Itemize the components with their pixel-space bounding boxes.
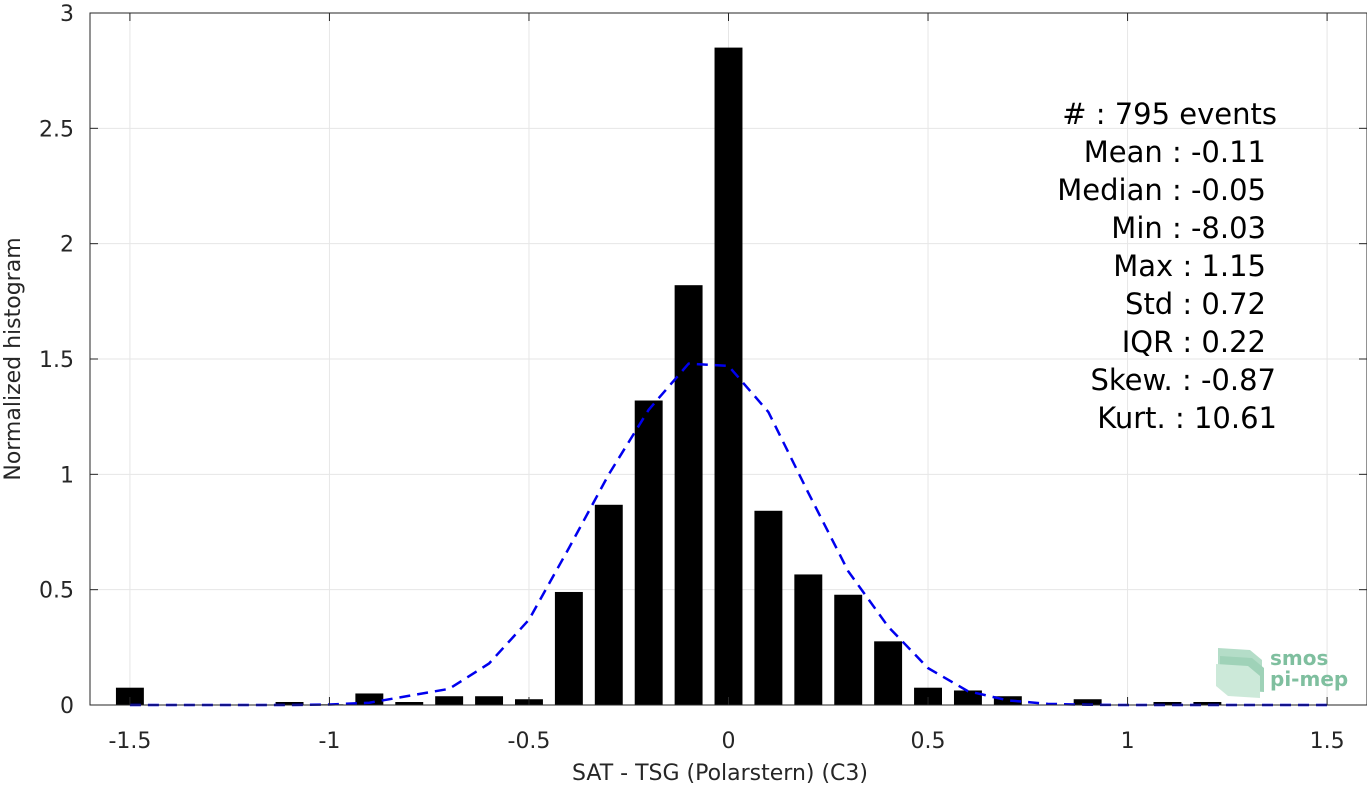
histogram-bar bbox=[914, 687, 942, 705]
histogram-bar bbox=[953, 690, 982, 705]
x-tick-label: -1 bbox=[318, 729, 340, 754]
stat-skew: Skew. : -0.87 bbox=[1090, 363, 1276, 397]
x-tick-label: 1 bbox=[1121, 729, 1135, 754]
y-tick-label: 2.5 bbox=[39, 117, 74, 142]
histogram-bar bbox=[435, 696, 464, 705]
stat-iqr: IQR : 0.22 bbox=[1122, 325, 1266, 359]
histogram-bar bbox=[874, 641, 903, 705]
y-tick-label: 0 bbox=[60, 694, 74, 719]
y-tick-label: 1.5 bbox=[39, 348, 74, 373]
histogram-bar bbox=[355, 693, 384, 705]
y-tick-label: 0.5 bbox=[39, 579, 74, 604]
histogram-bars bbox=[115, 47, 1222, 706]
stat-min: Min : -8.03 bbox=[1111, 211, 1266, 245]
y-axis-label: Normalized histogram bbox=[1, 237, 26, 480]
histogram-bar bbox=[554, 591, 583, 705]
y-tick-label: 2 bbox=[60, 233, 74, 258]
x-tick-label: -1.5 bbox=[108, 729, 151, 754]
y-tick-label: 1 bbox=[60, 463, 74, 488]
histogram-bar bbox=[674, 285, 703, 705]
y-tick-label: 3 bbox=[60, 2, 74, 27]
x-tick-label: -0.5 bbox=[508, 729, 551, 754]
logo-text-pimep: pi-mep bbox=[1270, 667, 1348, 691]
histogram-bar bbox=[634, 400, 663, 705]
stat-kurt: Kurt. : 10.61 bbox=[1097, 401, 1277, 435]
histogram-bar bbox=[1193, 702, 1222, 705]
histogram-bar bbox=[115, 687, 144, 705]
histogram-bar bbox=[275, 702, 304, 705]
x-tick-label: 0 bbox=[722, 729, 736, 754]
stat-mean: Mean : -0.11 bbox=[1084, 135, 1266, 169]
stats-box: # : 795 events Mean : -0.11 Median : -0.… bbox=[1057, 97, 1277, 435]
stat-median: Median : -0.05 bbox=[1057, 173, 1266, 207]
histogram-bar bbox=[993, 696, 1022, 705]
histogram-bar bbox=[594, 504, 623, 705]
histogram-bar bbox=[834, 594, 863, 705]
x-tick-label: 1.5 bbox=[1310, 729, 1345, 754]
stat-max: Max : 1.15 bbox=[1113, 249, 1266, 283]
x-tick-label: 0.5 bbox=[911, 729, 946, 754]
y-axis-ticks: 0 0.5 1 1.5 2 2.5 3 bbox=[39, 2, 1367, 719]
x-axis-ticks: -1.5 -1 -0.5 0 0.5 1 1.5 bbox=[108, 13, 1345, 754]
histogram-bar bbox=[754, 510, 783, 705]
stat-std: Std : 0.72 bbox=[1125, 287, 1266, 321]
logo-layers-icon bbox=[1216, 648, 1264, 698]
histogram-bar bbox=[794, 574, 823, 705]
histogram-bar bbox=[1073, 699, 1102, 705]
histogram-bar bbox=[475, 696, 504, 705]
x-axis-label: SAT - TSG (Polarstern) (C3) bbox=[572, 761, 868, 785]
histogram-bar bbox=[395, 702, 424, 705]
histogram-bar bbox=[1153, 702, 1182, 705]
stat-count: # : 795 events bbox=[1062, 97, 1277, 131]
logo-text-smos: smos bbox=[1270, 646, 1328, 670]
smos-pimep-logo: smos pi-mep bbox=[1216, 646, 1348, 698]
